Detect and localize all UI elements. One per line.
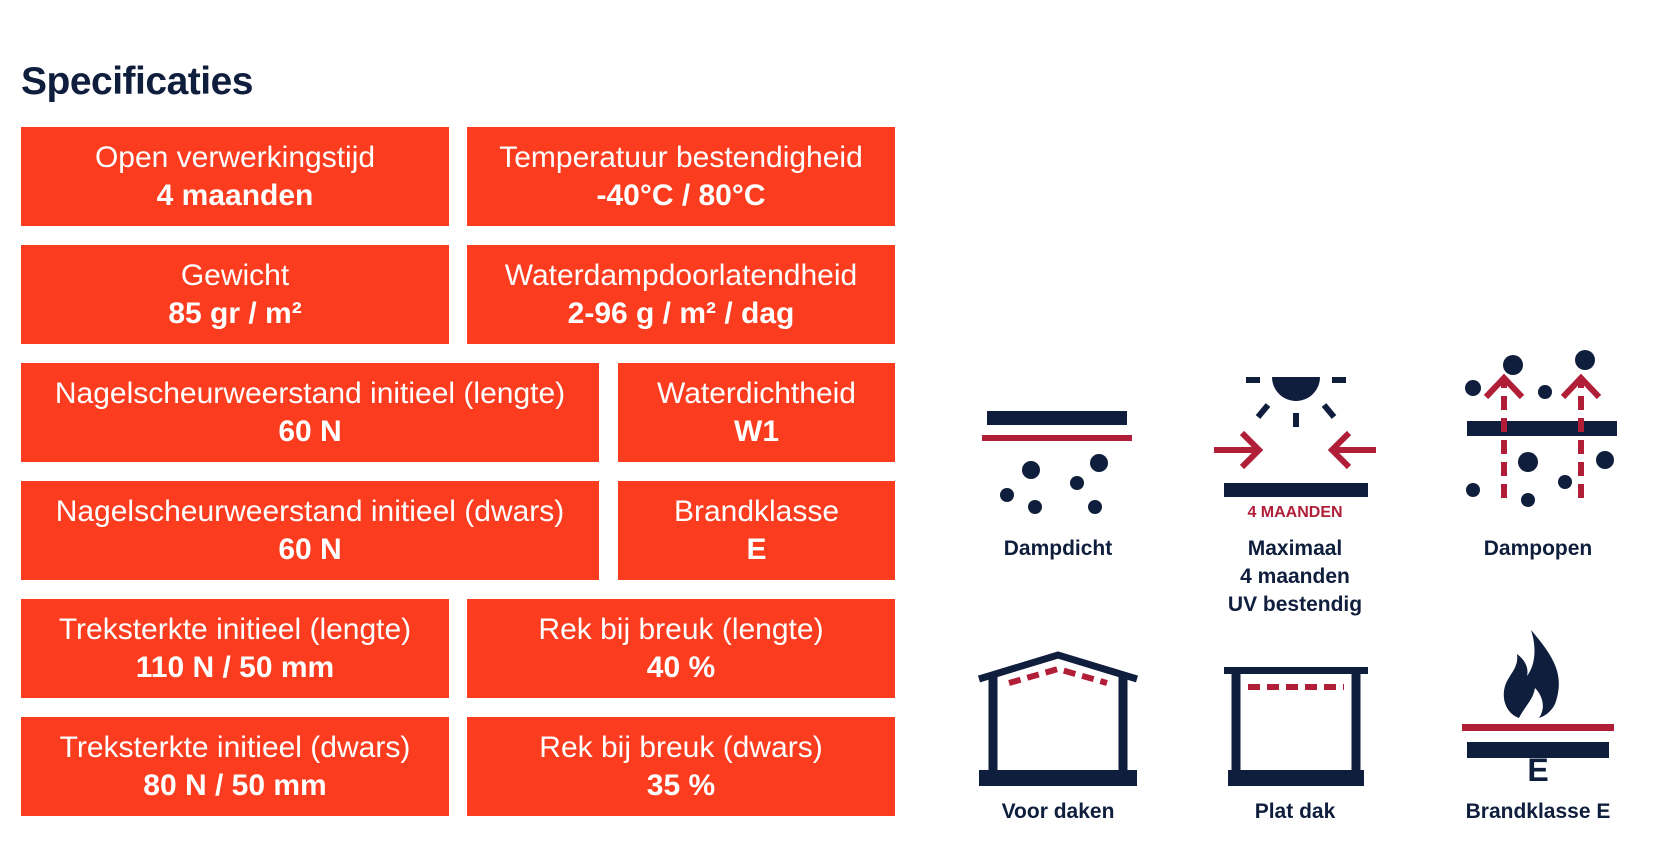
spec-elongation-length: Rek bij breuk (lengte) 40 %	[467, 599, 895, 698]
spec-value: W1	[734, 414, 779, 448]
spec-value: 4 maanden	[156, 178, 314, 212]
spec-value: 80 N / 50 mm	[143, 768, 327, 802]
spec-temperature: Temperatuur bestendigheid -40°C / 80°C	[467, 127, 895, 226]
spec-value: 60 N	[278, 414, 342, 448]
spec-label: Treksterkte initieel (lengte)	[58, 612, 412, 646]
spec-label: Nagelscheurweerstand initieel (lengte)	[54, 376, 566, 410]
spec-elongation-width: Rek bij breuk (dwars) 35 %	[467, 717, 895, 816]
spec-value: 85 gr / m²	[168, 296, 302, 330]
spec-label: Rek bij breuk (lengte)	[538, 612, 824, 646]
spec-nail-tear-width: Nagelscheurweerstand initieel (dwars) 60…	[21, 481, 599, 580]
icon-caption: Brandklasse E	[1465, 800, 1611, 823]
spec-watertightness: Waterdichtheid W1	[618, 363, 895, 462]
spec-fire-class: Brandklasse E	[618, 481, 895, 580]
icon-caption: Voor daken	[1001, 800, 1115, 823]
spec-weight: Gewicht 85 gr / m²	[21, 245, 449, 344]
spec-label: Gewicht	[180, 258, 290, 292]
spec-value: 60 N	[278, 532, 342, 566]
dampopen-icon	[1465, 350, 1617, 507]
pitched-roof-icon	[977, 651, 1139, 786]
spec-tensile-width: Treksterkte initieel (dwars) 80 N / 50 m…	[21, 717, 449, 816]
flat-roof-icon	[1224, 667, 1368, 786]
spec-value: -40°C / 80°C	[596, 178, 766, 212]
icon-caption: Dampopen	[1483, 537, 1593, 560]
spec-label: Rek bij breuk (dwars)	[539, 730, 823, 764]
icon-caption: Dampdicht	[1003, 537, 1113, 560]
spec-value: 2-96 g / m² / dag	[567, 296, 795, 330]
caption-line: 4 maanden	[1240, 565, 1350, 588]
icon-caption: Maximaal 4 maanden UV bestendig	[1195, 535, 1395, 619]
spec-label: Treksterkte initieel (dwars)	[59, 730, 411, 764]
caption-line: Maximaal	[1247, 537, 1343, 560]
dampdicht-icon	[982, 411, 1132, 514]
uv-badge: 4 MAANDEN	[1247, 504, 1343, 521]
spec-value: E	[746, 532, 767, 566]
uv-resistant-icon	[1214, 377, 1376, 497]
spec-label: Open verwerkingstijd	[94, 140, 376, 174]
fire-class-icon	[1462, 630, 1614, 758]
spec-label: Waterdichtheid	[657, 376, 856, 410]
icon-caption: Plat dak	[1254, 800, 1336, 823]
spec-open-time: Open verwerkingstijd 4 maanden	[21, 127, 449, 226]
page-title: Specificaties	[21, 60, 253, 103]
spec-tensile-length: Treksterkte initieel (lengte) 110 N / 50…	[21, 599, 449, 698]
spec-label: Brandklasse	[673, 494, 840, 528]
caption-line: UV bestendig	[1227, 593, 1363, 616]
spec-value: 35 %	[646, 768, 716, 802]
spec-value: 110 N / 50 mm	[135, 650, 335, 684]
spec-nail-tear-length: Nagelscheurweerstand initieel (lengte) 6…	[21, 363, 599, 462]
spec-vapour-permeability: Waterdampdoorlatendheid 2-96 g / m² / da…	[467, 245, 895, 344]
spec-value: 40 %	[646, 650, 716, 684]
spec-label: Waterdampdoorlatendheid	[504, 258, 858, 292]
fire-class-letter: E	[1527, 752, 1549, 788]
spec-label: Temperatuur bestendigheid	[499, 140, 863, 174]
spec-label: Nagelscheurweerstand initieel (dwars)	[55, 494, 565, 528]
